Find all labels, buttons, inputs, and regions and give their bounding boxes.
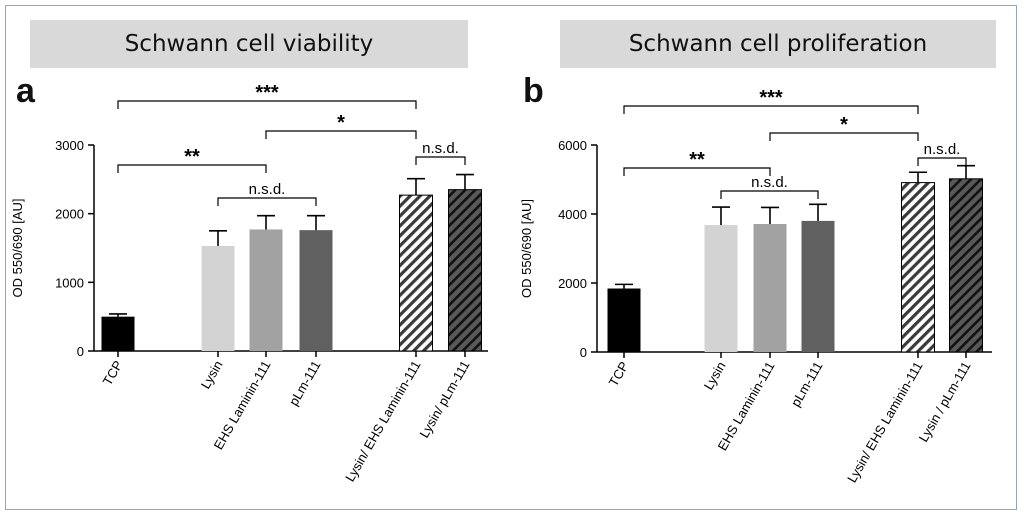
significance-bracket (217, 197, 317, 206)
bar (949, 178, 983, 353)
y-tick-label: 1000 (55, 275, 84, 290)
bar (753, 224, 787, 352)
y-tick-label: 4000 (558, 207, 587, 222)
y-tick-label: 0 (580, 345, 587, 360)
x-tick-label: Lysin (198, 358, 226, 391)
x-tick-label: TCP (606, 359, 632, 389)
bar (201, 245, 235, 351)
x-tick-label: Lysin / pLm-111 (916, 359, 974, 445)
bar (704, 225, 738, 352)
significance-label: n.s.d. (249, 181, 286, 198)
significance-label: ** (689, 149, 705, 171)
significance-label: n.s.d. (422, 140, 459, 157)
significance-label: ** (184, 146, 200, 168)
significance-bracket (265, 130, 417, 139)
bar (399, 194, 433, 352)
x-tick-label: TCP (100, 358, 126, 388)
panel-a-title: Schwann cell viability (30, 20, 468, 68)
y-tick-label: 6000 (558, 138, 587, 153)
significance-bracket (720, 190, 819, 199)
panel-b-letter: b (523, 72, 544, 110)
x-tick-label: pLm-111 (286, 358, 324, 408)
y-tick-label: 2000 (55, 207, 84, 222)
x-tick-label: Lysin (701, 359, 729, 392)
x-tick-label: pLm-111 (788, 359, 826, 409)
y-tick-label: 0 (77, 344, 84, 359)
x-tick-label: Lysin/ EHS Laminin-111 (844, 359, 926, 485)
y-axis-label: OD 550/690 [AU] (10, 199, 25, 298)
bar (249, 229, 283, 351)
significance-bracket (769, 132, 919, 141)
x-tick-label: Lysin/ EHS Laminin-111 (342, 358, 424, 484)
y-tick-label: 2000 (558, 276, 587, 291)
significance-label: * (337, 112, 345, 134)
significance-bracket (623, 105, 919, 114)
significance-label: *** (759, 87, 783, 109)
panel-b-title: Schwann cell proliferation (560, 20, 996, 68)
significance-bracket (623, 167, 771, 176)
bar (448, 189, 482, 352)
significance-bracket (117, 100, 417, 109)
panel-a-letter: a (16, 72, 35, 110)
x-tick-label: Lysin/ pLm-111 (416, 358, 472, 440)
significance-label: *** (255, 82, 279, 104)
significance-bracket (117, 164, 267, 173)
significance-label: n.s.d. (751, 174, 788, 191)
bar (901, 182, 935, 353)
y-axis-label: OD 550/690 [AU] (519, 199, 534, 298)
bar (101, 316, 135, 351)
significance-bracket (415, 156, 466, 165)
figure-frame (5, 5, 1017, 510)
bar (607, 288, 641, 352)
significance-label: n.s.d. (924, 141, 961, 158)
significance-label: * (840, 114, 848, 136)
bar (801, 220, 835, 352)
significance-bracket (917, 157, 967, 166)
bar (299, 230, 333, 351)
y-tick-label: 3000 (55, 138, 84, 153)
